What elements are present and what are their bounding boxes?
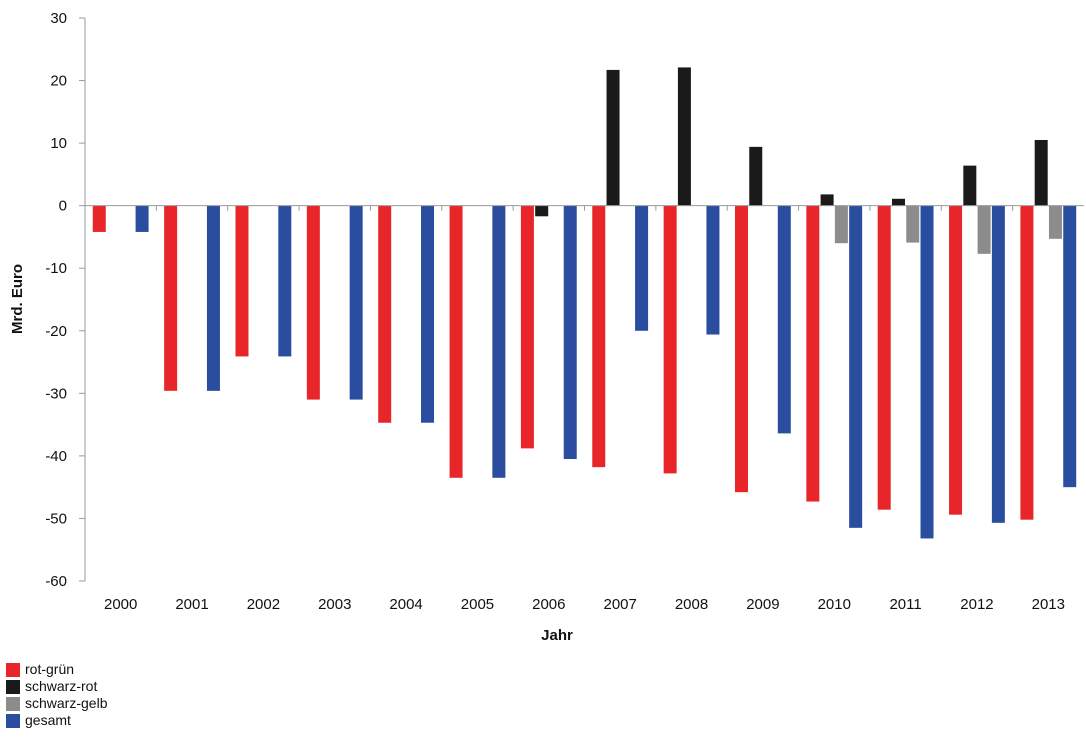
bar-rot-gr-n-2012 [949, 205, 963, 515]
x-tick-label: 2004 [389, 596, 422, 613]
y-tick-label: -50 [45, 510, 67, 527]
y-axis-ticks: 30 20 10 0 -10 -20 -30 -40 -50 -60 [45, 10, 85, 590]
bar-rot-gr-n-2004 [378, 205, 392, 423]
bar-gesamt-2012 [991, 205, 1005, 523]
bar-gesamt-2002 [278, 205, 292, 357]
bar-rot-gr-n-2009 [734, 205, 748, 493]
x-tick-label: 2010 [818, 596, 851, 613]
x-tick-label: 2011 [889, 596, 921, 613]
bar-schwarz-gelb-2010 [834, 205, 848, 244]
bar-schwarz-rot-2006 [535, 205, 549, 217]
bar-rot-gr-n-2001 [164, 205, 178, 391]
x-axis-title: Jahr [541, 627, 573, 644]
y-axis-title: Mrd. Euro [9, 264, 26, 334]
bar-rot-gr-n-2008 [663, 205, 677, 474]
x-tick-label: 2007 [603, 596, 636, 613]
bar-schwarz-rot-2007 [606, 69, 620, 206]
legend-item: gesamt [6, 712, 107, 729]
legend-swatch [6, 662, 20, 677]
bar-rot-gr-n-2000 [92, 205, 106, 232]
x-tick-label: 2001 [175, 596, 208, 613]
bar-rot-gr-n-2013 [1020, 205, 1034, 520]
legend: rot-grün schwarz-rot schwarz-gelb gesamt [6, 661, 107, 729]
legend-swatch [6, 696, 20, 711]
x-tick-label: 2009 [746, 596, 779, 613]
legend-swatch [6, 713, 20, 728]
legend-label: schwarz-rot [25, 678, 98, 694]
bar-gesamt-2009 [777, 205, 791, 434]
y-tick-label: 30 [50, 10, 67, 27]
bar-gesamt-2000 [135, 205, 149, 232]
x-tick-label: 2006 [532, 596, 565, 613]
legend-label: gesamt [25, 712, 71, 728]
bar-schwarz-gelb-2013 [1048, 205, 1062, 239]
legend-item: schwarz-gelb [6, 695, 107, 712]
bar-schwarz-gelb-2012 [977, 205, 991, 254]
bar-gesamt-2013 [1063, 205, 1077, 488]
bar-schwarz-rot-2013 [1034, 139, 1048, 206]
x-tick-label: 2012 [960, 596, 993, 613]
bar-schwarz-rot-2011 [891, 198, 905, 206]
y-tick-label: 10 [50, 135, 67, 152]
y-tick-label: 20 [50, 73, 67, 90]
bar-schwarz-rot-2009 [749, 146, 763, 206]
x-tick-label: 2000 [104, 596, 137, 613]
y-tick-label: -60 [45, 573, 67, 590]
bar-rot-gr-n-2010 [806, 205, 820, 502]
legend-label: rot-grün [25, 661, 75, 677]
bar-gesamt-2011 [920, 205, 934, 539]
bar-gesamt-2010 [849, 205, 863, 528]
bar-gesamt-2008 [706, 205, 720, 335]
bar-gesamt-2005 [492, 205, 506, 478]
legend-item: schwarz-rot [6, 678, 107, 695]
bar-schwarz-rot-2010 [820, 194, 834, 206]
bar-rot-gr-n-2011 [877, 205, 891, 510]
x-tick-label: 2005 [461, 596, 494, 613]
bar-schwarz-rot-2012 [963, 165, 977, 206]
bar-gesamt-2003 [349, 205, 363, 400]
y-tick-label: -30 [45, 385, 67, 402]
y-tick-label: -20 [45, 323, 67, 340]
bar-gesamt-2006 [563, 205, 577, 460]
legend-label: schwarz-gelb [25, 695, 108, 711]
bar-rot-gr-n-2005 [449, 205, 463, 478]
y-tick-label: -40 [45, 448, 67, 465]
bar-rot-gr-n-2003 [306, 205, 320, 400]
bar-schwarz-gelb-2011 [906, 205, 920, 243]
x-axis-ticks: 2000 2001 2002 2003 2004 2005 2006 2007 2008 2009… [104, 205, 1065, 613]
x-tick-label: 2013 [1032, 596, 1065, 613]
bar-rot-gr-n-2002 [235, 205, 249, 357]
y-tick-label: 0 [59, 198, 67, 215]
bar-gesamt-2001 [206, 205, 220, 391]
bar-rot-gr-n-2007 [592, 205, 606, 468]
x-tick-label: 2008 [675, 596, 708, 613]
legend-swatch [6, 679, 20, 694]
bar-gesamt-2007 [635, 205, 649, 331]
y-tick-label: -10 [45, 260, 67, 277]
x-tick-label: 2002 [247, 596, 280, 613]
bars-group [92, 67, 1077, 539]
bar-gesamt-2004 [421, 205, 435, 423]
bar-schwarz-rot-2008 [677, 67, 691, 206]
bar-rot-gr-n-2006 [520, 205, 534, 449]
legend-item: rot-grün [6, 661, 107, 678]
x-tick-label: 2003 [318, 596, 351, 613]
